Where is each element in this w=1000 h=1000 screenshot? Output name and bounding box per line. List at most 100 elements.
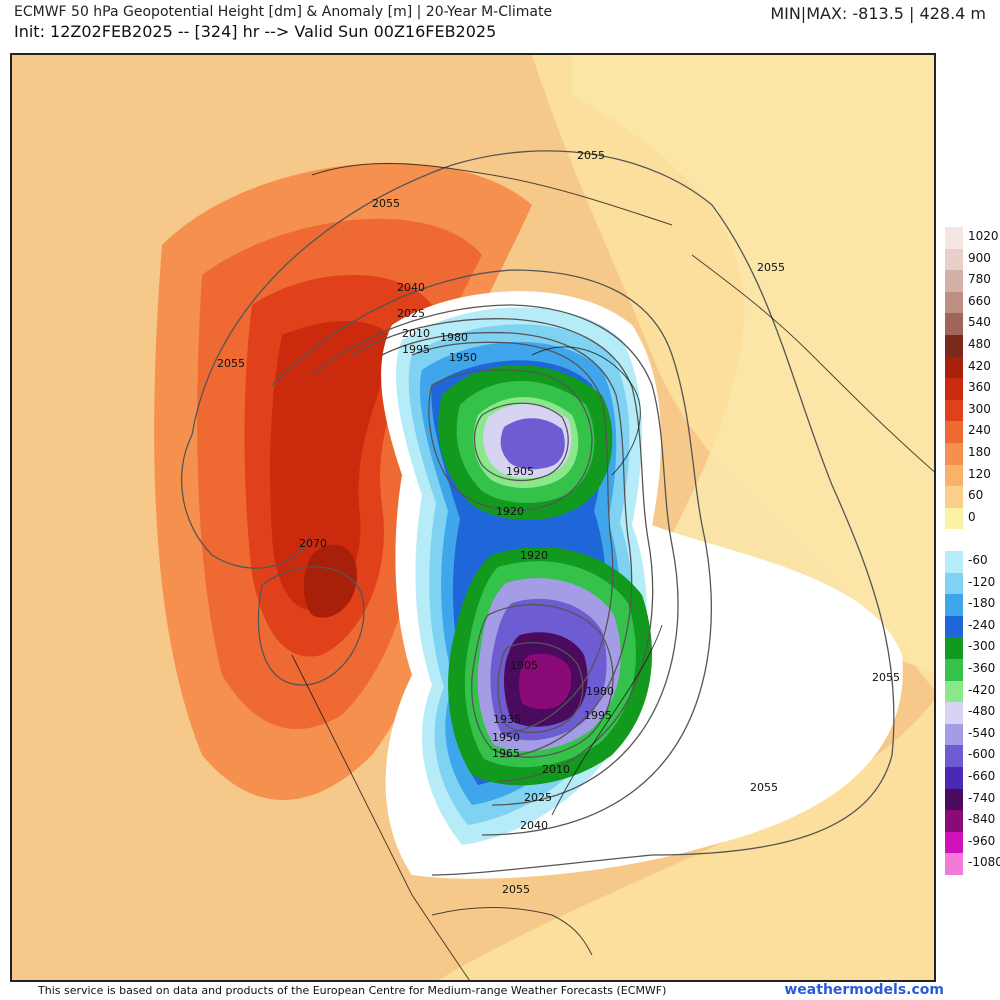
colorbar-label: -240 <box>968 617 996 632</box>
colorbar-swatch <box>945 313 963 336</box>
contour-label: 2040 <box>520 819 548 832</box>
height-contour-2025 <box>311 304 679 806</box>
contour-label: 2055 <box>757 261 785 274</box>
colorbar-swatch <box>945 659 963 682</box>
coastline-north-america-west <box>291 654 470 980</box>
anomaly-cold-840 <box>519 653 572 710</box>
colorbar-swatch <box>945 745 963 768</box>
colorbar-label: -180 <box>968 596 996 611</box>
colorbar-swatch <box>945 551 963 574</box>
contour-label: 2025 <box>397 307 425 320</box>
colorbar-swatch <box>945 486 963 509</box>
contour-label: 1980 <box>586 685 614 698</box>
contour-label: 2040 <box>397 281 425 294</box>
contour-label-group: 2055 2055 2055 2055 2040 2025 2010 1995 1980 1950… <box>217 149 900 896</box>
colorbar-swatch <box>945 637 963 660</box>
colorbar-swatch <box>945 291 963 314</box>
colorbar-label: 780 <box>968 272 991 287</box>
height-contour-2010 <box>351 318 654 782</box>
contour-label: 2055 <box>217 357 245 370</box>
height-contour-2055-west <box>180 434 313 569</box>
coastline-gulf <box>431 907 593 956</box>
contour-label: 1920 <box>520 549 548 562</box>
height-contour-1905-south <box>497 642 584 734</box>
min-max-readout: MIN|MAX: -813.5 | 428.4 m <box>770 4 986 23</box>
site-link[interactable]: weathermodels.com <box>784 982 944 998</box>
colorbar-label: -120 <box>968 574 996 589</box>
anomaly-field: 2055 2055 2055 2055 2040 2025 2010 1995 1980 1950… <box>12 55 934 980</box>
contour-label: 1995 <box>584 709 612 722</box>
init-valid-line: Init: 12Z02FEB2025 -- [324] hr --> Valid… <box>14 22 497 41</box>
height-contour-1950-south <box>471 603 614 758</box>
colorbar-swatch <box>945 464 963 487</box>
height-contour-2070 <box>257 566 365 686</box>
contour-label: 2025 <box>524 791 552 804</box>
colorbar-label: 120 <box>968 466 991 481</box>
anomaly-cold-600 <box>500 418 565 470</box>
contour-label: 2070 <box>299 537 327 550</box>
colorbar-swatch <box>945 810 963 833</box>
height-contour-2040 <box>271 269 713 836</box>
colorbar-label: -1080 <box>968 855 1000 870</box>
height-contour-2055-outer <box>191 150 895 876</box>
contour-label: 2055 <box>372 197 400 210</box>
colorbar-label: -960 <box>968 833 996 848</box>
colorbar-swatch <box>945 594 963 617</box>
colorbar-swatch <box>945 248 963 271</box>
colorbar-swatch <box>945 680 963 703</box>
height-contour-1950 <box>428 369 593 511</box>
colorbar-swatch <box>945 335 963 358</box>
colorbar-label: 540 <box>968 315 991 330</box>
forecast-map: 2055 2055 2055 2055 2040 2025 2010 1995 1980 1950… <box>10 53 936 982</box>
contour-label: 1935 <box>493 713 521 726</box>
colorbar-swatch <box>945 227 963 250</box>
contour-label: 1905 <box>510 659 538 672</box>
height-contours <box>180 150 895 876</box>
colorbar-label: -480 <box>968 704 996 719</box>
colorbar-label: 660 <box>968 293 991 308</box>
contour-label: 1950 <box>492 731 520 744</box>
coastline-greenland <box>531 346 641 476</box>
contour-label: 1995 <box>402 343 430 356</box>
colorbar-label: 300 <box>968 401 991 416</box>
chart-title: ECMWF 50 hPa Geopotential Height [dm] & … <box>14 4 553 20</box>
colorbar-label: -740 <box>968 790 996 805</box>
anomaly-zone-near-zero-ne <box>572 55 934 674</box>
colorbar-label: 480 <box>968 337 991 351</box>
colorbar-label: 900 <box>968 250 991 265</box>
colorbar-label: 0 <box>968 509 976 524</box>
height-contour-1905 <box>473 402 569 482</box>
colorbar-swatch <box>945 831 963 854</box>
contour-label: 1950 <box>449 351 477 364</box>
colorbar-swatch <box>945 421 963 444</box>
contour-label: 1965 <box>492 747 520 760</box>
colorbar-label: -360 <box>968 661 996 675</box>
colorbar-swatch <box>945 615 963 638</box>
contour-label: 2055 <box>872 671 900 684</box>
colorbar-swatch <box>945 378 963 401</box>
colorbar-swatch <box>945 572 963 595</box>
contour-label: 2055 <box>750 781 778 794</box>
colorbar-label: -300 <box>968 639 996 654</box>
coastline-europe <box>691 254 934 473</box>
colorbar-swatch <box>945 853 963 876</box>
colorbar-swatch <box>945 723 963 746</box>
contour-label: 1905 <box>506 465 534 478</box>
coastline-east <box>551 624 663 816</box>
colorbar-label: 360 <box>968 380 991 395</box>
height-contour-1980 <box>411 341 614 734</box>
coastlines <box>291 162 934 980</box>
contour-label: 2055 <box>577 149 605 162</box>
colorbar-swatch <box>945 529 963 552</box>
contour-label: 2010 <box>542 763 570 776</box>
colorbar-label: -420 <box>968 682 996 697</box>
anomaly-warm-420 <box>303 544 357 618</box>
colorbar-swatch <box>945 356 963 379</box>
colorbar-label: -600 <box>968 747 996 762</box>
footer-credit: This service is based on data and produc… <box>38 984 667 997</box>
colorbar-label: -540 <box>968 725 996 740</box>
contour-label: 2055 <box>502 883 530 896</box>
colorbar-swatch <box>945 702 963 725</box>
colorbar-label: 1020 <box>968 229 999 243</box>
contour-label: 1980 <box>440 331 468 344</box>
